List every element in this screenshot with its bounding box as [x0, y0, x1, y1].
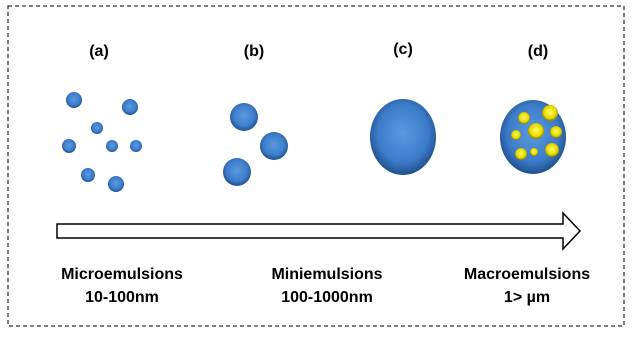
mini-droplets	[223, 103, 288, 186]
diagram: (a) (b) (c) (d) Microemulsions 10-100nm …	[0, 0, 632, 333]
caption-size: 10-100nm	[85, 289, 159, 306]
caption-size: 1> µm	[504, 289, 550, 306]
panel-label: (c)	[393, 41, 413, 58]
panel-label: (d)	[528, 43, 548, 60]
panel-label: (b)	[244, 43, 264, 60]
macro-droplet	[370, 99, 436, 175]
caption-name: Macroemulsions	[464, 266, 590, 283]
caption-name: Microemulsions	[61, 266, 183, 283]
size-arrow	[57, 213, 580, 249]
micro-droplets	[62, 92, 142, 192]
caption-size: 100-1000nm	[281, 289, 373, 306]
caption-name: Miniemulsions	[271, 266, 382, 283]
panel-label: (a)	[89, 43, 109, 60]
